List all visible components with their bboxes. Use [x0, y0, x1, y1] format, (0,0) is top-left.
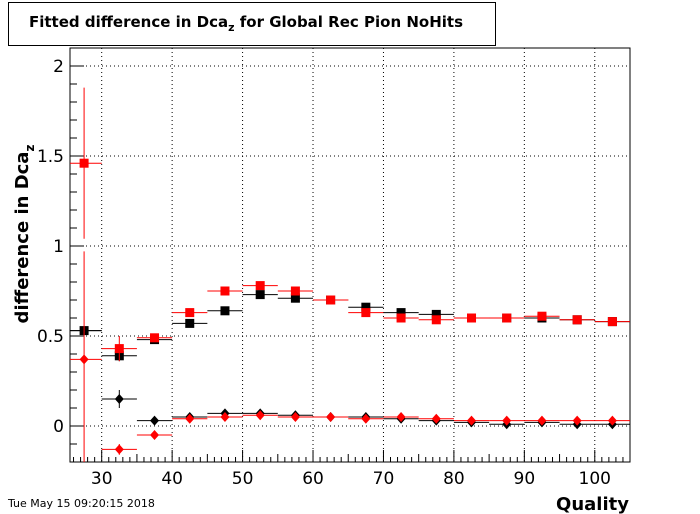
x-tick-label: 30 — [91, 469, 113, 489]
axis-labels: Quality difference in Dcaz — [12, 145, 629, 514]
y-tick-label: 0 — [53, 417, 64, 437]
x-tick-label: 100 — [579, 469, 611, 489]
title-box: Fitted difference in Dcaz for Global Rec… — [8, 2, 496, 46]
square-marker — [467, 313, 477, 323]
y-tick-label: 0.5 — [37, 327, 64, 347]
diamond-marker — [150, 415, 160, 426]
series-2 — [70, 87, 630, 362]
grid-layer — [70, 48, 630, 462]
chart-title: Fitted difference in Dcaz for Global Rec… — [29, 13, 464, 34]
axis-ticks: 30 40 50 60 70 80 90 100 0 0.5 1 1.5 2 — [37, 47, 631, 489]
diamond-marker — [255, 410, 265, 421]
timestamp: Tue May 15 09:20:15 2018 — [8, 497, 155, 510]
diamond-marker — [326, 412, 336, 422]
square-marker — [361, 308, 371, 318]
x-tick-label: 90 — [514, 469, 536, 489]
square-marker — [537, 311, 547, 321]
square-marker — [255, 290, 265, 300]
diamond-marker — [114, 444, 124, 455]
diamond-marker — [114, 394, 124, 404]
x-tick-label: 70 — [373, 469, 395, 489]
square-marker — [290, 286, 300, 296]
square-marker — [396, 313, 406, 323]
diamond-marker — [185, 413, 195, 424]
square-marker — [185, 318, 195, 328]
y-tick-label: 2 — [53, 57, 64, 77]
square-marker — [572, 315, 582, 325]
square-marker — [114, 344, 124, 354]
chart-title-sub: z — [228, 21, 235, 34]
plot-frame — [69, 47, 631, 463]
square-marker — [220, 306, 230, 316]
square-marker — [290, 293, 300, 303]
y-tick-label: 1.5 — [37, 147, 64, 167]
x-tick-label: 80 — [443, 469, 465, 489]
square-marker — [607, 317, 617, 327]
x-axis-label: Quality — [556, 494, 629, 514]
x-tick-label: 60 — [302, 469, 324, 489]
square-marker — [431, 309, 441, 319]
diamond-marker — [290, 412, 300, 422]
diamond-marker — [431, 413, 441, 424]
chart-title-main: Fitted difference in Dca — [29, 13, 229, 31]
square-marker — [185, 308, 195, 318]
diamond-marker — [607, 415, 617, 426]
y-tick-label: 1 — [53, 237, 64, 257]
diamond-marker — [396, 412, 406, 422]
square-marker — [361, 302, 371, 312]
square-marker — [150, 333, 160, 343]
square-marker — [255, 281, 265, 291]
plot-border — [69, 47, 631, 463]
x-tick-label: 50 — [232, 469, 254, 489]
square-marker — [79, 158, 89, 168]
diamond-marker — [572, 415, 582, 426]
diamond-marker — [467, 415, 477, 426]
series-0 — [70, 290, 630, 362]
square-marker — [431, 315, 441, 325]
y-axis-label-main: difference in Dca — [12, 152, 33, 324]
diamond-marker — [220, 412, 230, 422]
x-tick-label: 40 — [161, 469, 183, 489]
diamond-marker — [537, 415, 547, 426]
square-marker — [220, 286, 230, 296]
series-3 — [70, 251, 630, 462]
diamond-marker — [150, 430, 160, 440]
y-axis-label-sub: z — [23, 145, 37, 152]
diamond-marker — [361, 413, 371, 424]
square-marker — [396, 308, 406, 318]
chart-title-rest: for Global Rec Pion NoHits — [234, 13, 464, 31]
y-axis-label: difference in Dcaz — [12, 145, 37, 324]
square-marker — [326, 295, 336, 305]
diamond-marker — [502, 415, 512, 426]
data-layer — [70, 87, 630, 462]
square-marker — [502, 313, 512, 323]
diamond-marker — [79, 354, 89, 365]
